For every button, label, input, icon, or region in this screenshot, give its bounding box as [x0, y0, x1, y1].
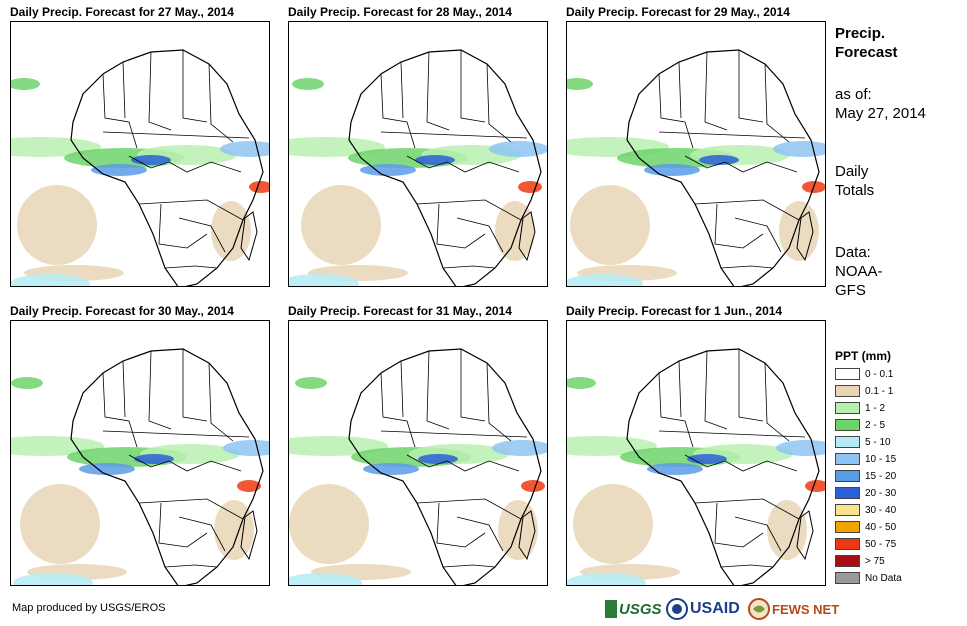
legend-item: 30 - 40	[835, 502, 896, 518]
legend-swatch	[835, 453, 860, 465]
legend-label: 50 - 75	[865, 538, 897, 550]
legend-item: 0.1 - 1	[835, 383, 893, 399]
legend-swatch	[835, 470, 860, 482]
usgs-icon	[605, 600, 617, 618]
africa-map-graphic	[289, 348, 547, 585]
totals-label: Totals	[835, 182, 875, 199]
legend-item: 0 - 0.1	[835, 366, 893, 382]
africa-map-graphic	[289, 49, 547, 286]
legend-swatch	[835, 402, 860, 414]
legend-label: > 75	[865, 555, 885, 567]
forecast-panel-27-may: Daily Precip. Forecast for 27 May., 2014	[10, 4, 270, 287]
legend-swatch	[835, 538, 860, 550]
legend-label: 0 - 0.1	[865, 368, 894, 380]
panel-title: Daily Precip. Forecast for 1 Jun., 2014	[566, 304, 783, 318]
legend-swatch	[835, 368, 860, 380]
legend-label: 5 - 10	[865, 436, 891, 448]
usgs-logo: USGS	[605, 596, 662, 622]
legend-item: 1 - 2	[835, 400, 885, 416]
africa-map-graphic	[11, 348, 269, 585]
usgs-wordmark: USGS	[619, 600, 662, 618]
data-source-line1: NOAA-	[835, 263, 883, 280]
legend-swatch	[835, 572, 860, 584]
side-heading-line1: Precip.	[835, 25, 886, 42]
legend-item: 2 - 5	[835, 417, 885, 433]
forecast-panel-30-may: Daily Precip. Forecast for 30 May., 2014	[10, 303, 270, 586]
legend-label: 0.1 - 1	[865, 385, 894, 397]
legend-swatch	[835, 555, 860, 567]
side-heading-line2: Forecast	[835, 44, 898, 61]
legend-item: 20 - 30	[835, 485, 896, 501]
forecast-panel-31-may: Daily Precip. Forecast for 31 May., 2014	[288, 303, 548, 586]
fews-net-globe-icon	[748, 598, 770, 620]
legend-label: 15 - 20	[865, 470, 897, 482]
legend-item: 40 - 50	[835, 519, 896, 535]
panel-title: Daily Precip. Forecast for 28 May., 2014	[288, 5, 512, 19]
legend-item: No Data	[835, 570, 902, 586]
panel-title: Daily Precip. Forecast for 30 May., 2014	[10, 304, 234, 318]
forecast-panel-1-jun: Daily Precip. Forecast for 1 Jun., 2014	[566, 303, 826, 586]
legend-label: 30 - 40	[865, 504, 897, 516]
legend-swatch	[835, 385, 860, 397]
legend-item: 50 - 75	[835, 536, 896, 552]
usaid-wordmark: USAID	[690, 600, 740, 617]
legend-item: > 75	[835, 553, 885, 569]
legend-item: 10 - 15	[835, 451, 896, 467]
forecast-panel-29-may: Daily Precip. Forecast for 29 May., 2014	[566, 4, 826, 287]
legend-swatch	[835, 487, 860, 499]
panel-title: Daily Precip. Forecast for 29 May., 2014	[566, 5, 790, 19]
africa-map-graphic	[11, 49, 269, 286]
fews-net-wordmark: FEWS NET	[772, 601, 840, 617]
legend-label: 1 - 2	[865, 402, 886, 414]
africa-map-graphic	[567, 49, 825, 286]
legend-label: 40 - 50	[865, 521, 897, 533]
map-credit: Map produced by USGS/EROS	[12, 602, 166, 614]
legend-label: No Data	[865, 572, 902, 584]
forecast-map	[288, 21, 548, 287]
daily-label: Daily	[835, 163, 869, 180]
forecast-map	[566, 21, 826, 287]
legend-swatch	[835, 419, 860, 431]
forecast-panel-28-may: Daily Precip. Forecast for 28 May., 2014	[288, 4, 548, 287]
legend-label: 20 - 30	[865, 487, 897, 499]
panel-title: Daily Precip. Forecast for 27 May., 2014	[10, 5, 234, 19]
forecast-map	[10, 21, 270, 287]
forecast-map	[288, 320, 548, 586]
usaid-logo: USAID	[666, 596, 740, 622]
panel-title: Daily Precip. Forecast for 31 May., 2014	[288, 304, 512, 318]
data-label: Data:	[835, 244, 871, 261]
forecast-map	[566, 320, 826, 586]
as-of-date: May 27, 2014	[835, 105, 926, 122]
legend-label: 2 - 5	[865, 419, 886, 431]
as-of-label: as of:	[835, 86, 872, 103]
legend-swatch	[835, 504, 860, 516]
legend-title: PPT (mm)	[835, 349, 892, 363]
legend-label: 10 - 15	[865, 453, 897, 465]
legend-item: 5 - 10	[835, 434, 891, 450]
legend-item: 15 - 20	[835, 468, 896, 484]
legend-swatch	[835, 521, 860, 533]
fews-net-logo: FEWS NET	[748, 596, 839, 622]
forecast-map	[10, 320, 270, 586]
africa-map-graphic	[567, 348, 825, 585]
data-source-line2: GFS	[835, 282, 866, 299]
usaid-seal-icon	[666, 598, 688, 620]
legend-swatch	[835, 436, 860, 448]
